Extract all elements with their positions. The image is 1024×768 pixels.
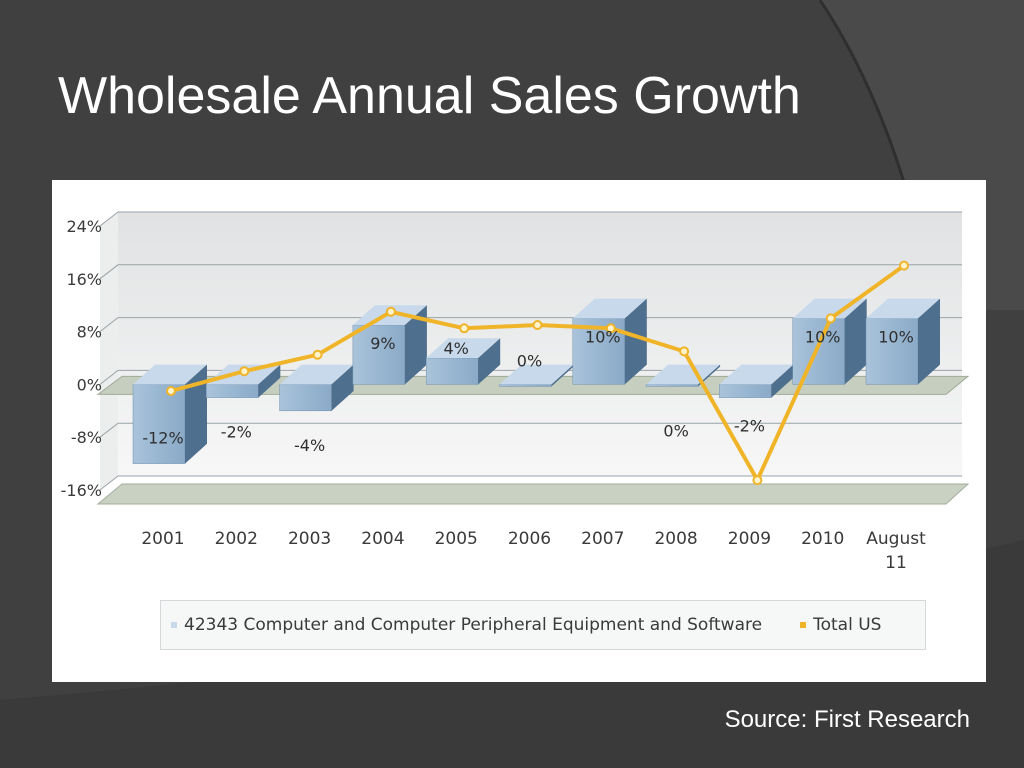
line-point: [752, 475, 763, 486]
bar-data-label: 10%: [585, 327, 621, 346]
bar-front: [645, 384, 699, 387]
y-tick-label: 0%: [77, 375, 102, 394]
line-point: [605, 323, 616, 334]
bar-top: [866, 298, 940, 319]
bar-data-label: -4%: [294, 436, 325, 455]
gridline: [99, 264, 962, 280]
gridline: [99, 317, 962, 332]
bar-data-label: 9%: [370, 334, 395, 353]
bar-data-label: 0%: [517, 351, 542, 370]
x-tick-label: 2003: [288, 529, 331, 549]
bar-top: [133, 364, 207, 385]
x-tick-label: 2005: [435, 529, 478, 549]
line-point: [166, 386, 176, 396]
bar-front: [279, 384, 332, 412]
slide-title: Wholesale Annual Sales Growth: [58, 67, 801, 125]
x-tick-label: 2001: [141, 529, 184, 549]
bar-data-label: 4%: [444, 339, 469, 358]
bar-side: [185, 364, 207, 464]
chart-side-wall: [100, 212, 118, 490]
bar-data-label: 10%: [805, 327, 841, 346]
bar-side: [624, 298, 647, 385]
bar: [352, 305, 427, 385]
line-point: [532, 320, 543, 330]
x-tick-label: 2006: [508, 529, 551, 549]
sales-growth-chart: 24% 16% 8% 0% -8% -16% -12% -2% -4% 9% 4% 0% 10% 0% -2…: [61, 211, 970, 573]
line-point: [239, 366, 250, 377]
line-point: [385, 306, 396, 317]
bar: [719, 364, 794, 398]
x-tick-label: 2004: [361, 529, 404, 549]
bar-front: [425, 357, 479, 385]
gridline: [99, 422, 962, 438]
x-tick-label: 2009: [728, 529, 771, 549]
legend-label-line: Total US: [813, 615, 882, 635]
bottom-floor: [96, 483, 970, 505]
bar-front: [352, 324, 406, 385]
bar: [499, 364, 574, 387]
x-tick-label: August: [866, 529, 926, 549]
bar-top: [572, 298, 647, 319]
y-tick-label: 8%: [77, 323, 102, 342]
bar-data-label: -2%: [734, 417, 765, 436]
bar: [132, 364, 207, 464]
bar-side: [478, 338, 501, 385]
bar-data-label: 10%: [878, 327, 914, 346]
bar-top: [426, 338, 501, 358]
y-tick-label: 16%: [66, 270, 102, 289]
x-tick-label: 2010: [801, 529, 844, 549]
bar-side: [404, 305, 427, 385]
bar-data-label: 0%: [663, 421, 688, 440]
bar-side: [698, 364, 721, 387]
bar-data-label: -2%: [221, 423, 252, 442]
gridline: [99, 211, 962, 227]
bar-front: [792, 318, 845, 385]
legend-item-line: Total US: [800, 615, 881, 635]
x-tick-label: 2008: [654, 529, 697, 549]
bar-front: [206, 384, 259, 398]
bar: [279, 364, 354, 412]
y-tick-label: -16%: [61, 481, 102, 500]
line-point: [825, 313, 836, 324]
x-tick-label: 2002: [215, 529, 258, 549]
source-caption: Source: First Research: [724, 706, 970, 733]
bar-front: [865, 318, 919, 385]
bar-side: [551, 364, 574, 387]
legend-item-bars: 42343 Computer and Computer Peripheral E…: [171, 615, 762, 635]
chart-legend: 42343 Computer and Computer Peripheral E…: [160, 600, 926, 650]
bar-top: [499, 364, 574, 385]
bar-front: [719, 384, 772, 398]
line-point: [459, 323, 470, 334]
line-point: [899, 260, 909, 271]
legend-swatch-line: [800, 622, 807, 628]
bar-side: [918, 298, 940, 385]
bar-side: [771, 364, 794, 398]
bar-front: [499, 384, 552, 387]
bar-top: [719, 364, 794, 385]
y-tick-label: 24%: [66, 217, 102, 236]
bar-data-label: -12%: [142, 429, 183, 448]
legend-label-bars: 42343 Computer and Computer Peripheral E…: [184, 615, 763, 635]
bar-top: [279, 364, 354, 385]
bar-side: [844, 298, 867, 385]
bar-front: [132, 384, 186, 464]
legend-swatch-bars: [171, 622, 177, 628]
gridline: [99, 475, 962, 491]
x-tick-label: 11: [885, 553, 907, 573]
chart-panel: 24% 16% 8% 0% -8% -16% -12% -2% -4% 9% 4% 0% 10% 0% -2…: [52, 180, 986, 682]
x-tick-label: 2007: [581, 529, 624, 549]
line-point: [312, 349, 323, 360]
bar: [425, 338, 501, 385]
bar-side: [331, 364, 354, 411]
y-tick-label: -8%: [71, 428, 102, 447]
bar: [865, 298, 940, 385]
line-point: [679, 346, 690, 357]
bar-side: [258, 364, 281, 398]
